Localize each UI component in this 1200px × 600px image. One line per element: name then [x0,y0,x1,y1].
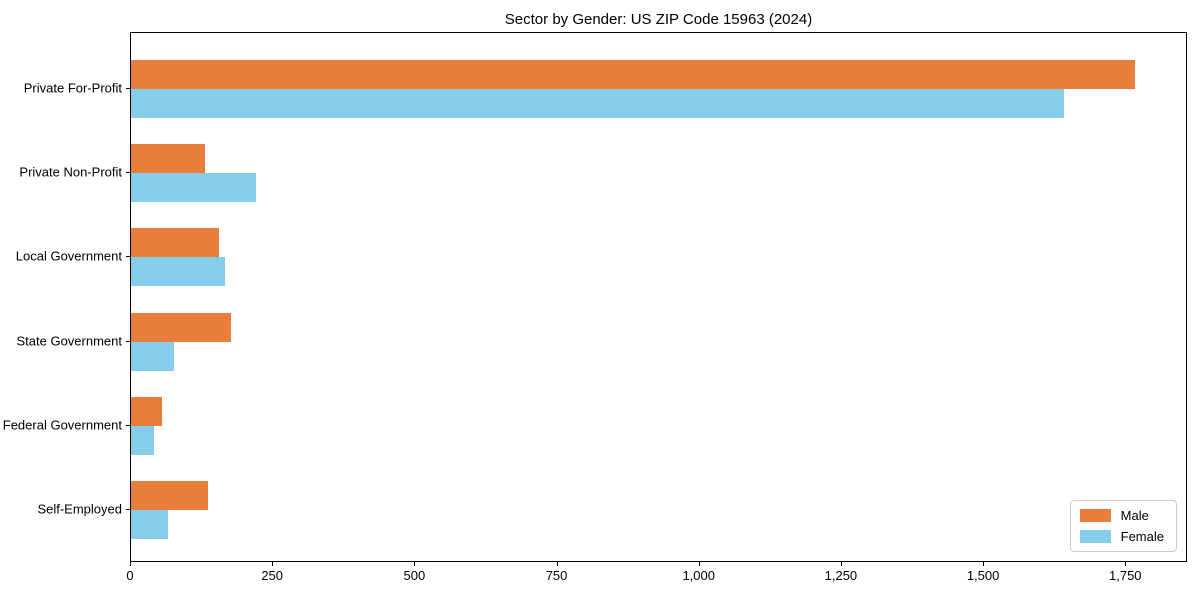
x-tick-250 [272,562,274,566]
y-label-state-government: State Government [16,333,123,349]
legend-label-female: Female [1120,529,1164,544]
y-label-private-for-profit: Private For-Profit [23,80,122,96]
bar-female-self-employed [131,510,168,539]
y-tick-state-government [126,340,130,342]
x-tick-1250 [840,562,842,566]
y-tick-federal-government [126,424,130,426]
x-label-0: 0 [126,568,134,583]
x-label-1750: 1,750 [1109,568,1142,583]
female-swatch [1079,530,1111,543]
bar-female-local-government [131,257,225,287]
plot-area: Male Female [130,32,1187,562]
bar-female-federal-government [131,425,154,455]
x-label-1500: 1,500 [966,568,1000,583]
bar-female-private-non-profit [131,173,257,203]
legend: Male Female [1069,500,1177,552]
male-swatch [1079,509,1111,522]
bar-male-state-government [131,312,231,342]
y-label-self-employed: Self-Employed [37,501,122,517]
y-label-local-government: Local Government [15,248,122,264]
legend-entry-female: Female [1079,529,1164,544]
bar-male-private-non-profit [131,144,205,174]
x-label-500: 500 [403,568,426,583]
y-tick-local-government [126,256,130,258]
x-tick-0 [130,562,131,566]
y-tick-private-for-profit [126,88,130,89]
bar-male-federal-government [131,396,163,426]
x-label-250: 250 [261,568,284,583]
x-tick-1000 [698,562,700,566]
bar-male-local-government [131,228,220,258]
bar-female-private-for-profit [131,89,1064,118]
x-label-750: 750 [545,568,568,583]
x-tick-750 [556,562,558,566]
bar-male-private-for-profit [131,60,1135,89]
legend-entry-male: Male [1079,508,1164,523]
y-tick-private-non-profit [126,172,130,174]
x-tick-1500 [983,562,985,566]
legend-label-male: Male [1120,508,1149,523]
x-label-1250: 1,250 [824,568,858,583]
y-label-private-non-profit: Private Non-Profit [19,164,122,180]
y-label-federal-government: Federal Government [2,417,122,433]
x-label-1000: 1,000 [682,568,715,583]
y-tick-self-employed [126,509,130,510]
x-tick-500 [414,562,416,566]
chart-title: Sector by Gender: US ZIP Code 15963 (202… [504,11,813,28]
x-tick-1750 [1125,562,1127,566]
bar-male-self-employed [131,481,208,510]
bar-female-state-government [131,341,174,371]
